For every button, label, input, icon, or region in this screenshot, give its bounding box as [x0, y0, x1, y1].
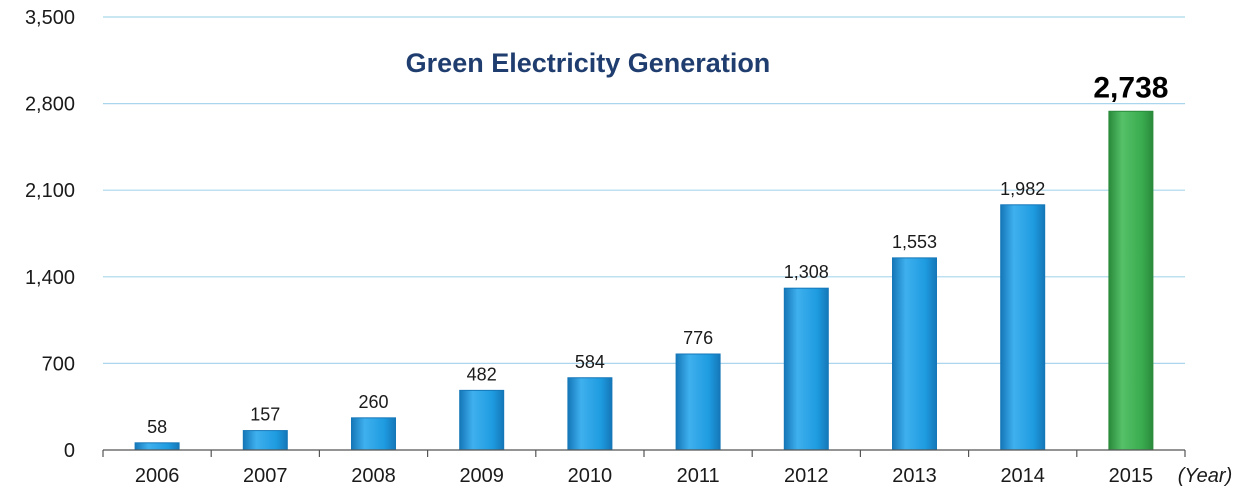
data-label-2012: 1,308	[784, 262, 829, 282]
bar-2013	[892, 257, 937, 451]
x-axis	[102, 449, 1186, 457]
x-tick-label: 2012	[784, 465, 829, 487]
x-axis-unit-label: (Year)	[1178, 465, 1232, 487]
data-label-2014: 1,982	[1000, 179, 1045, 199]
data-label-2008: 260	[358, 392, 388, 412]
x-tick-label: 2008	[351, 465, 396, 487]
y-tick-label: 2,800	[25, 94, 75, 116]
chart-title: Green Electricity Generation	[406, 48, 771, 78]
x-tick-label: 2013	[892, 465, 937, 487]
y-tick-label: 1,400	[25, 267, 75, 289]
data-labels: 58 157 260 482 584 776 1,308 1,553 1,982 2,738	[147, 71, 1168, 437]
y-tick-label: 3,500	[25, 7, 75, 29]
x-tick-label: 2009	[459, 465, 504, 487]
data-label-2010: 584	[575, 352, 605, 372]
data-label-2015: 2,738	[1093, 71, 1168, 104]
data-label-2006: 58	[147, 417, 167, 437]
bar-2008	[351, 417, 396, 451]
bar-2015	[1108, 110, 1154, 451]
data-label-2011: 776	[683, 328, 713, 348]
x-tick-label: 2011	[677, 465, 720, 487]
data-label-2009: 482	[467, 364, 497, 384]
bar-2006	[134, 442, 180, 451]
bar-2009	[459, 389, 505, 451]
data-label-2013: 1,553	[892, 232, 937, 252]
bars	[134, 110, 1154, 451]
data-label-2007: 157	[250, 405, 280, 425]
y-axis-ticks: 0 700 1,400 2,100 2,800 3,500	[25, 7, 75, 462]
x-axis-ticks: 2006 2007 2008 2009 2010 2011 2012 2013 2014 2015	[135, 465, 1153, 487]
x-tick-label: 2006	[135, 465, 180, 487]
x-tick-label: 2015	[1109, 465, 1154, 487]
y-tick-label: 700	[42, 353, 75, 375]
y-tick-label: 0	[64, 440, 75, 462]
bar-2011	[675, 353, 721, 451]
x-tick-label: 2010	[568, 465, 613, 487]
y-tick-label: 2,100	[25, 180, 75, 202]
bar-2007	[242, 430, 288, 451]
x-tick-label: 2007	[243, 465, 288, 487]
x-tick-label: 2014	[1000, 465, 1045, 487]
bar-2012	[783, 287, 829, 451]
bar-2014	[1000, 204, 1046, 451]
bar-2010	[567, 377, 613, 451]
